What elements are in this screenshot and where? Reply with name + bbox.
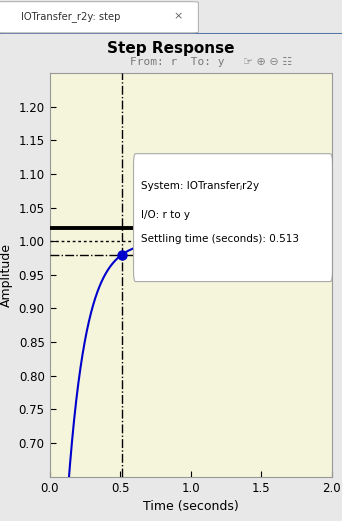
Text: Step Response: Step Response xyxy=(107,41,235,56)
X-axis label: Time (seconds): Time (seconds) xyxy=(143,500,238,513)
FancyBboxPatch shape xyxy=(133,154,332,281)
Text: System: IOTransferⱼr2y: System: IOTransferⱼr2y xyxy=(141,181,260,191)
Text: IOTransfer_r2y: step: IOTransfer_r2y: step xyxy=(21,11,120,22)
Text: ☞ ⊕ ⊖ ☷: ☞ ⊕ ⊖ ☷ xyxy=(243,57,292,67)
Text: From: r  To: y: From: r To: y xyxy=(130,57,224,67)
FancyBboxPatch shape xyxy=(0,2,198,33)
Y-axis label: Amplitude: Amplitude xyxy=(0,243,13,307)
Text: ×: × xyxy=(173,11,183,21)
Text: I/O: r to y: I/O: r to y xyxy=(141,209,190,219)
Text: Settling time (seconds): 0.513: Settling time (seconds): 0.513 xyxy=(141,234,299,244)
